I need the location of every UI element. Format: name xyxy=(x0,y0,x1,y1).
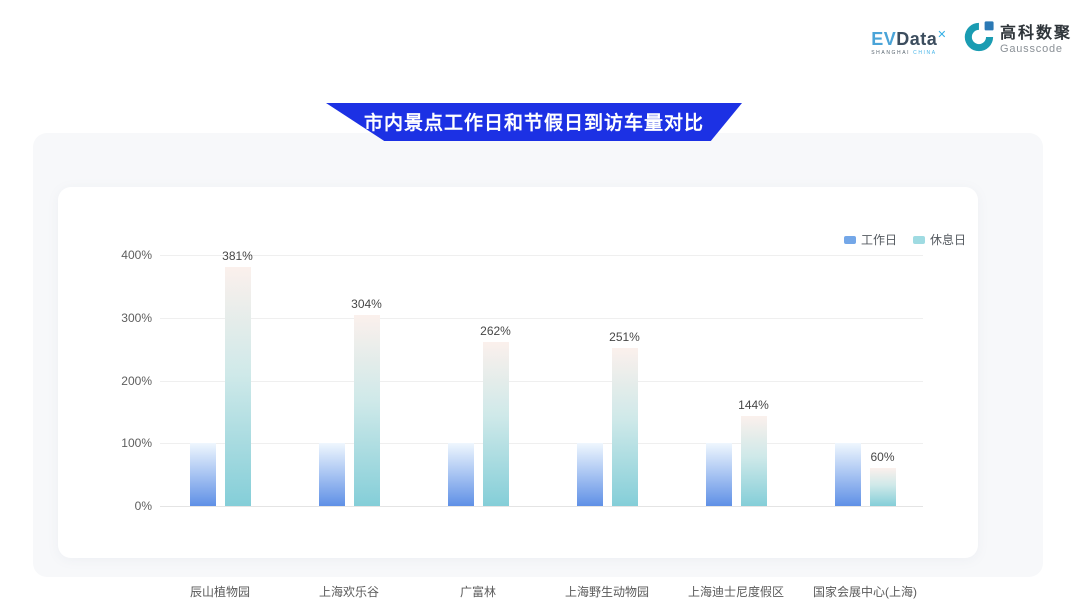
value-label: 251% xyxy=(609,330,640,344)
gridline xyxy=(160,255,923,256)
legend-swatch-icon xyxy=(843,235,856,244)
x-axis-category-label: 辰山植物园 xyxy=(189,585,250,599)
bar-group xyxy=(672,255,801,506)
bar-group xyxy=(543,255,672,506)
evdata-ev-text: EV xyxy=(871,29,897,49)
evdata-x-icon: ✕ xyxy=(937,29,947,41)
gridline xyxy=(160,380,923,382)
chart-legend: 工作日 休息日 xyxy=(843,231,966,248)
bar-休息日 xyxy=(353,315,380,506)
y-axis-tick-label: 200% xyxy=(121,373,152,388)
evdata-logo: EVData✕ SHANGHAI CHINA xyxy=(871,26,947,56)
evdata-subtitle: SHANGHAI CHINA xyxy=(871,50,937,56)
bar-休息日 xyxy=(740,416,767,506)
gausscode-cn-name: 高科数聚 xyxy=(999,24,1072,42)
value-label: 381% xyxy=(222,249,253,263)
bar-group xyxy=(801,255,930,506)
bar-工作日 xyxy=(447,443,474,506)
bar-工作日 xyxy=(705,443,732,506)
bar-休息日 xyxy=(611,348,638,506)
y-axis-tick-label: 100% xyxy=(121,436,152,451)
legend-label: 工作日 xyxy=(860,233,897,247)
y-axis-tick-label: 300% xyxy=(121,310,152,325)
bar-工作日 xyxy=(576,443,603,506)
legend-swatch-icon xyxy=(912,235,925,244)
bar-group xyxy=(285,255,414,506)
gausscode-en-name: Gausscode xyxy=(999,42,1063,55)
legend-item-工作日[interactable]: 工作日 xyxy=(843,231,897,248)
bar-工作日 xyxy=(834,443,861,506)
title-banner: 市内景点工作日和节假日到访车量对比 xyxy=(326,103,742,141)
evdata-data-text: Data xyxy=(896,29,938,49)
bar-group xyxy=(156,255,285,506)
bar-休息日 xyxy=(482,342,509,506)
legend-item-休息日[interactable]: 休息日 xyxy=(912,231,966,248)
legend-label: 休息日 xyxy=(929,233,966,247)
y-axis-tick-label: 400% xyxy=(121,248,152,262)
gridline xyxy=(160,317,923,319)
bar-休息日 xyxy=(224,267,251,506)
gausscode-logo: 高科数聚 Gausscode xyxy=(961,20,1072,59)
bar-休息日 xyxy=(869,468,896,506)
bar-工作日 xyxy=(189,443,216,506)
y-axis-tick-label: 0% xyxy=(134,499,152,513)
bar-group xyxy=(414,255,543,506)
value-label: 144% xyxy=(738,398,769,412)
chart-card: 工作日 休息日 0% 100% 200% 300% 400% 381% 辰山植物园 304% 上海… xyxy=(58,187,978,599)
x-axis-category-label: 上海野生动物园 xyxy=(564,585,649,599)
page-title: 市内景点工作日和节假日到访车量对比 xyxy=(363,112,704,134)
gridline xyxy=(160,506,923,507)
plot-area: 0% 100% 200% 300% 400% 381% 辰山植物园 304% 上海欢乐谷 262%… xyxy=(121,248,923,599)
x-axis-category-label: 上海欢乐谷 xyxy=(318,585,379,599)
gausscode-text: 高科数聚 Gausscode xyxy=(1000,25,1072,55)
gridline xyxy=(160,443,923,445)
x-axis-category-label: 国家会展中心(上海) xyxy=(813,585,917,599)
evdata-wordmark: EVData✕ xyxy=(871,26,947,48)
x-axis-category-label: 上海迪士尼度假区 xyxy=(687,585,784,599)
value-label: 262% xyxy=(480,324,511,338)
x-axis-category-label: 广富林 xyxy=(459,585,496,599)
header-logos: EVData✕ SHANGHAI CHINA 高科数聚 Gausscode xyxy=(871,20,1072,59)
bar-工作日 xyxy=(318,443,345,506)
value-label: 60% xyxy=(870,450,895,464)
value-label: 304% xyxy=(351,297,382,311)
gausscode-g-icon xyxy=(961,20,995,59)
